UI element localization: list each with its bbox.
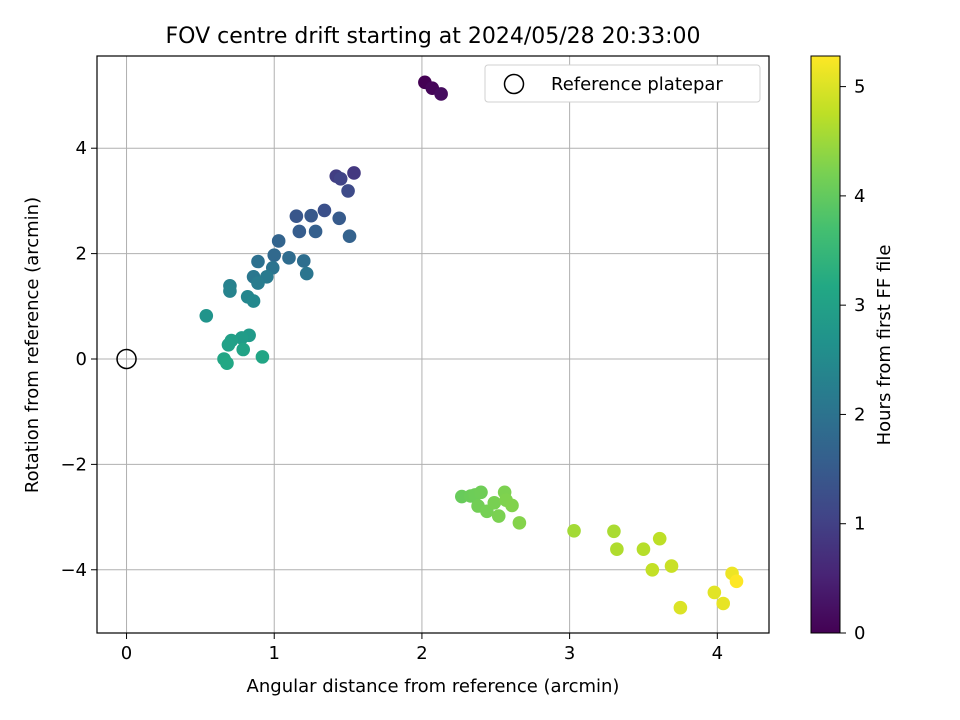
data-point bbox=[251, 276, 265, 290]
colorbar-ticks: 0 1 2 3 4 5 bbox=[840, 77, 865, 644]
chart-title: FOV centre drift starting at 2024/05/28 … bbox=[166, 24, 701, 49]
colorbar-tick-label: 2 bbox=[854, 404, 865, 425]
data-point bbox=[342, 229, 357, 244]
data-point bbox=[296, 254, 311, 268]
data-point bbox=[434, 87, 448, 101]
data-point bbox=[308, 224, 323, 239]
legend-label: Reference platepar bbox=[551, 74, 723, 95]
colorbar bbox=[810, 55, 841, 634]
plot-area-frame bbox=[96, 55, 770, 634]
data-point bbox=[607, 524, 621, 539]
data-point bbox=[255, 350, 270, 364]
colorbar-label: Hours from first FF file bbox=[874, 245, 895, 446]
colorbar-tick-label: 1 bbox=[854, 514, 865, 535]
data-point bbox=[251, 254, 265, 269]
data-point bbox=[652, 531, 667, 546]
grid-lines bbox=[97, 56, 769, 633]
data-point bbox=[729, 574, 744, 589]
data-point bbox=[221, 337, 236, 352]
data-point bbox=[645, 562, 660, 577]
data-point bbox=[304, 208, 318, 223]
y-axis-label: Rotation from reference (arcmin) bbox=[22, 197, 43, 493]
data-point bbox=[567, 523, 581, 538]
data-point bbox=[333, 171, 348, 186]
data-point bbox=[289, 209, 304, 223]
data-point bbox=[341, 184, 355, 198]
y-axis-ticks: −4 −2 0 2 4 bbox=[60, 138, 97, 581]
x-tick-label: 0 bbox=[121, 643, 132, 664]
x-axis-label: Angular distance from reference (arcmin) bbox=[247, 676, 620, 697]
x-axis-ticks: 0 1 2 3 4 bbox=[121, 633, 723, 664]
data-point bbox=[707, 585, 722, 600]
colorbar-tick-label: 5 bbox=[854, 77, 865, 98]
colorbar-tick-label: 4 bbox=[854, 186, 865, 207]
legend-reference-marker-icon bbox=[503, 73, 525, 95]
data-point bbox=[234, 331, 249, 345]
data-point bbox=[236, 342, 251, 357]
data-point bbox=[487, 496, 502, 510]
x-tick-label: 2 bbox=[416, 643, 427, 664]
y-tick-label: −2 bbox=[60, 454, 87, 475]
data-point bbox=[636, 542, 651, 557]
data-point bbox=[246, 294, 261, 308]
legend: Reference platepar bbox=[484, 64, 761, 103]
data-point bbox=[223, 284, 237, 298]
x-tick-label: 1 bbox=[269, 643, 280, 664]
data-point bbox=[664, 559, 679, 573]
data-point bbox=[673, 600, 688, 615]
data-point bbox=[491, 509, 506, 523]
data-point bbox=[292, 224, 307, 239]
reference-platepar-marker bbox=[116, 348, 137, 370]
y-tick-label: −4 bbox=[60, 560, 87, 581]
data-point bbox=[505, 498, 519, 513]
colorbar-tick-label: 0 bbox=[854, 623, 865, 644]
data-point bbox=[512, 516, 527, 530]
x-tick-label: 4 bbox=[712, 643, 723, 664]
data-point bbox=[282, 251, 296, 265]
data-point bbox=[199, 308, 214, 323]
y-tick-label: 0 bbox=[76, 349, 87, 370]
data-point bbox=[271, 234, 286, 248]
data-point bbox=[716, 596, 731, 611]
data-point bbox=[610, 542, 624, 557]
data-point bbox=[332, 211, 347, 226]
x-tick-label: 3 bbox=[564, 643, 575, 664]
data-point bbox=[474, 485, 488, 500]
data-point bbox=[299, 266, 314, 281]
legend-box bbox=[484, 64, 761, 103]
data-point bbox=[347, 166, 361, 180]
data-point bbox=[220, 356, 234, 371]
y-tick-label: 4 bbox=[76, 138, 87, 159]
colorbar-tick-label: 3 bbox=[854, 295, 865, 316]
data-point bbox=[267, 248, 282, 262]
data-point bbox=[317, 203, 332, 218]
y-tick-label: 2 bbox=[76, 244, 87, 265]
scatter-points bbox=[199, 75, 744, 615]
